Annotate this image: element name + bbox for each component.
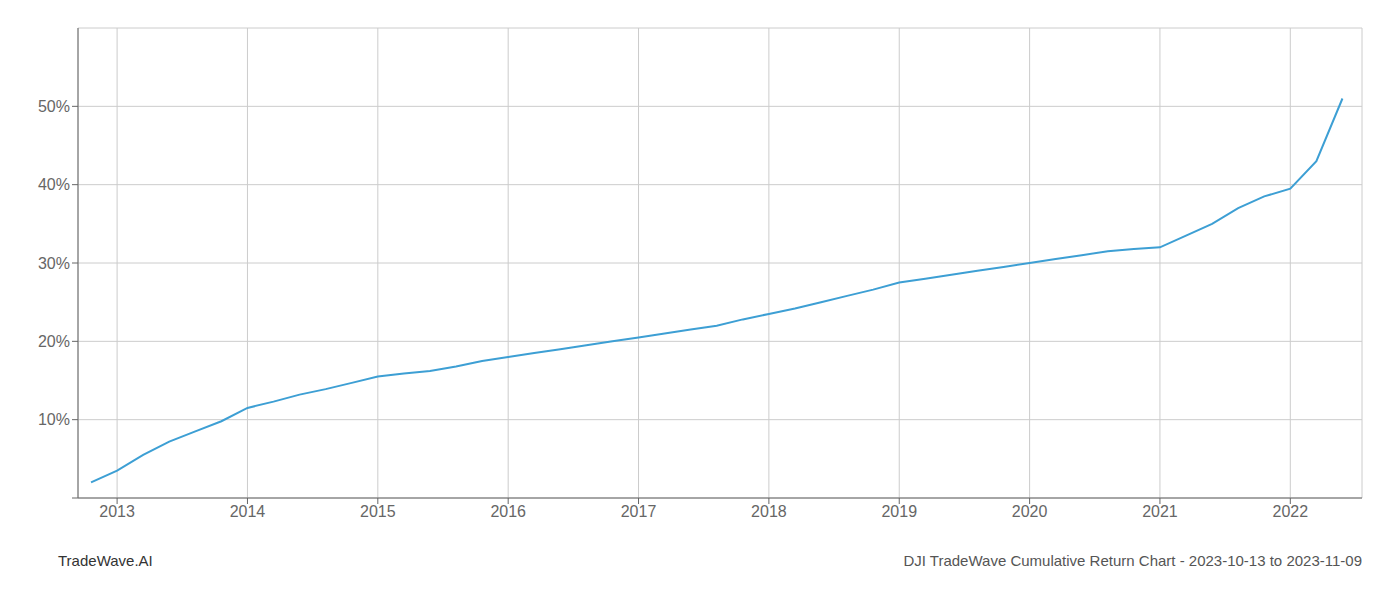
svg-text:2016: 2016: [490, 503, 526, 520]
svg-text:10%: 10%: [38, 411, 70, 428]
svg-text:2020: 2020: [1012, 503, 1048, 520]
svg-text:50%: 50%: [38, 98, 70, 115]
svg-text:30%: 30%: [38, 255, 70, 272]
svg-text:2018: 2018: [751, 503, 787, 520]
svg-text:2015: 2015: [360, 503, 396, 520]
html-text:DJI TradeWave Cumulative Retur: DJI TradeWave Cumulative Return Chart - …: [903, 552, 1362, 569]
svg-text:2019: 2019: [881, 503, 917, 520]
svg-text:2021: 2021: [1142, 503, 1178, 520]
html-text:TradeWave.AI: TradeWave.AI: [58, 552, 153, 569]
svg-text:2013: 2013: [99, 503, 135, 520]
svg-text:20%: 20%: [38, 333, 70, 350]
svg-text:2022: 2022: [1273, 503, 1309, 520]
svg-text:40%: 40%: [38, 176, 70, 193]
svg-text:2017: 2017: [621, 503, 657, 520]
svg-text:2014: 2014: [230, 503, 266, 520]
